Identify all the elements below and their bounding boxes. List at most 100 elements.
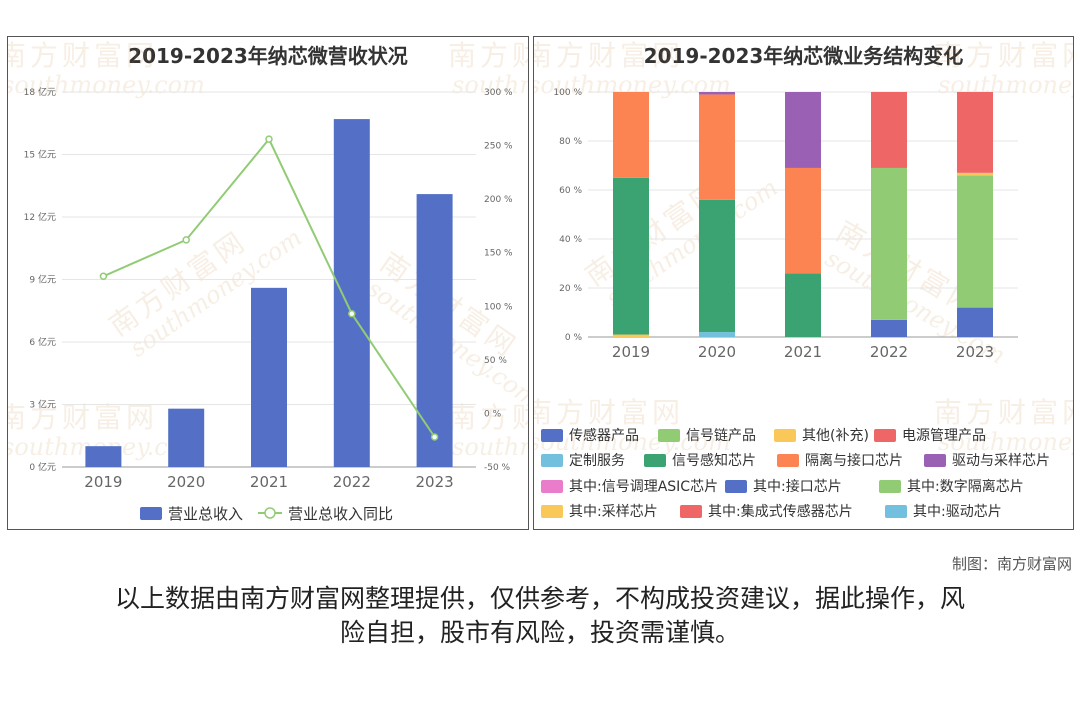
legend-label: 信号链产品 (686, 428, 756, 444)
watermark-cn: 南方财富网 (534, 39, 684, 72)
revenue-bar (251, 287, 287, 467)
legend-item[interactable]: 其中:采样芯片 (541, 501, 658, 521)
legend-marker-yoy (264, 507, 276, 519)
y-right-tick-label: -50 % (484, 463, 511, 473)
y-tick-label: 20 % (559, 284, 582, 294)
business-structure-chart-svg: 南方财富网southmoney.com南方财富网southmoney.com南方… (534, 39, 1073, 456)
watermark-cn: 南方财富网 (448, 401, 528, 434)
stack-segment (613, 177, 649, 335)
revenue-chart-svg: 南方财富网southmoney.com南方财富网southmoney.com南方… (8, 39, 528, 523)
legend-swatch (541, 453, 563, 467)
x-tick-label: 2021 (250, 473, 288, 491)
legend-item[interactable]: 信号感知芯片 (644, 450, 756, 470)
legend-item[interactable]: 信号链产品 (658, 425, 756, 445)
legend-label: 传感器产品 (569, 428, 639, 444)
legend-label: 隔离与接口芯片 (805, 453, 903, 469)
x-tick-label: 2022 (333, 473, 371, 491)
legend-label-yoy: 营业总收入同比 (288, 505, 393, 523)
y-right-tick-label: 50 % (484, 356, 507, 366)
revenue-bar (416, 194, 453, 468)
legend-item[interactable]: 隔离与接口芯片 (777, 450, 903, 470)
stack-segment (871, 92, 907, 168)
y-right-tick-label: 0 % (484, 409, 502, 419)
legend-label: 其中:信号调理ASIC芯片 (569, 479, 719, 495)
legend-swatch (541, 479, 563, 493)
legend-label: 其中:集成式传感器芯片 (708, 504, 853, 520)
business-structure-chart-title: 2019-2023年纳芯微业务结构变化 (643, 44, 964, 68)
revenue-bar (333, 119, 370, 467)
legend-item[interactable]: 其中:集成式传感器芯片 (680, 501, 853, 521)
stack-segment (957, 172, 993, 176)
stack-segment (613, 92, 649, 178)
stack-segment (699, 92, 735, 95)
legend-item[interactable]: 其中:接口芯片 (725, 476, 842, 496)
watermark-cn: 南方财富网 (934, 39, 1073, 72)
legend-label: 电源管理产品 (902, 428, 986, 444)
legend-label: 定制服务 (569, 453, 625, 469)
x-tick-label: 2023 (416, 473, 454, 491)
disclaimer: 以上数据由南方财富网整理提供，仅供参考，不构成投资建议，据此操作，风 险自担，股… (0, 582, 1080, 650)
watermark-cn: 南方财富网 (8, 401, 158, 434)
y-tick-label: 80 % (559, 137, 582, 147)
x-tick-label: 2019 (612, 343, 650, 361)
legend-swatch (774, 428, 796, 442)
stack-segment (785, 273, 821, 337)
stack-segment (699, 332, 735, 337)
legend-item[interactable]: 其他(补充) (774, 425, 869, 445)
disclaimer-line-2: 险自担，股市有风险，投资需谨慎。 (339, 618, 740, 647)
legend-label: 信号感知芯片 (672, 453, 756, 469)
stack-segment (699, 199, 735, 333)
y-tick-label: 60 % (559, 186, 582, 196)
legend-swatch (658, 428, 680, 442)
stack-segment (957, 92, 993, 173)
watermark-en: southmoney.com (452, 71, 528, 99)
legend-item[interactable]: 其中:信号调理ASIC芯片 (541, 476, 718, 496)
legend-item[interactable]: 传感器产品 (541, 425, 639, 445)
y-right-tick-label: 250 % (484, 142, 513, 152)
yoy-point (265, 135, 273, 143)
legend-item[interactable]: 其中:数字隔离芯片 (879, 476, 1024, 496)
x-tick-label: 2019 (84, 473, 122, 491)
stack-segment (871, 167, 907, 320)
legend-swatch (924, 453, 946, 467)
watermark-cn: 南方财富网 (534, 396, 684, 429)
y-right-tick-label: 100 % (484, 302, 513, 312)
x-tick-label: 2023 (956, 343, 994, 361)
y-left-tick-label: 15 亿元 (24, 149, 56, 161)
stack-segment (785, 92, 821, 168)
legend-item[interactable]: 驱动与采样芯片 (924, 450, 1050, 470)
business-structure-chart-panel: 2019-2023年纳芯微业务结构变化 南方财富网 southmoney.com 南… (533, 36, 1074, 530)
revenue-bar (85, 446, 122, 467)
legend-swatch (644, 453, 666, 467)
stack-segment (957, 175, 993, 308)
disclaimer-line-1: 以上数据由南方财富网整理提供，仅供参考，不构成投资建议，据此操作，风 (114, 584, 965, 613)
watermark-en: southmoney.com (8, 71, 205, 99)
y-right-tick-label: 300 % (484, 88, 513, 98)
legend-label: 其他(补充) (802, 428, 869, 444)
y-left-tick-label: 18 亿元 (24, 86, 56, 98)
legend-label: 其中:驱动芯片 (913, 504, 1002, 520)
legend-item[interactable]: 定制服务 (541, 450, 625, 470)
yoy-point (99, 272, 108, 281)
legend-item[interactable]: 其中:驱动芯片 (885, 501, 1002, 521)
legend-swatch (777, 453, 799, 467)
legend-swatch (874, 428, 896, 442)
legend-item[interactable]: 电源管理产品 (874, 425, 986, 445)
y-tick-label: 0 % (565, 333, 583, 343)
x-tick-label: 2020 (167, 473, 205, 491)
yoy-point (348, 310, 356, 318)
legend-label: 驱动与采样芯片 (952, 453, 1050, 469)
legend-label: 其中:数字隔离芯片 (907, 479, 1024, 495)
x-tick-label: 2022 (870, 343, 908, 361)
source-label: 制图：南方财富网 (951, 555, 1072, 573)
stack-segment (785, 167, 821, 274)
watermark-cn: 南方财富网 (934, 396, 1073, 429)
revenue-chart-title: 2019-2023年纳芯微营收状况 (128, 44, 408, 68)
